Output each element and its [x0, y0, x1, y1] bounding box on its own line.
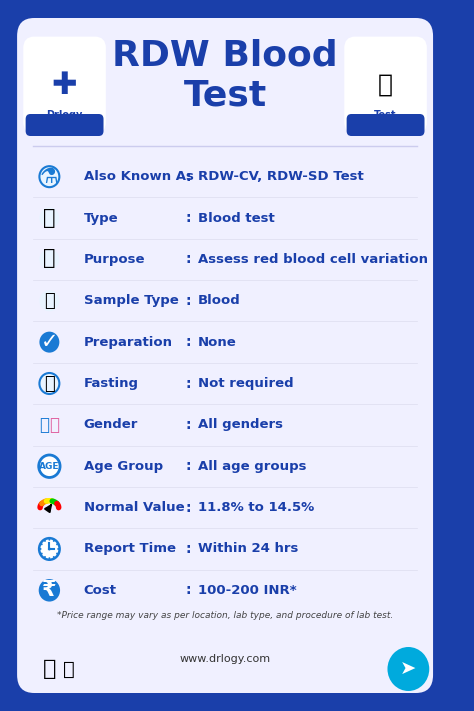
Circle shape	[56, 543, 58, 545]
Text: :: :	[185, 377, 191, 390]
Text: 🧪: 🧪	[378, 73, 393, 97]
Text: Assess red blood cell variation: Assess red blood cell variation	[198, 253, 428, 266]
Circle shape	[53, 540, 55, 542]
Text: Within 24 hrs: Within 24 hrs	[198, 542, 298, 555]
Text: AGE: AGE	[39, 461, 60, 471]
Text: ➤: ➤	[400, 660, 417, 678]
Text: Test: Test	[374, 110, 397, 120]
Text: www.drlogy.com: www.drlogy.com	[180, 654, 271, 664]
Text: Drlogy: Drlogy	[46, 110, 83, 120]
Circle shape	[53, 556, 55, 558]
Text: Gender: Gender	[83, 418, 138, 432]
Text: 100-200 INR*: 100-200 INR*	[198, 584, 296, 597]
Text: ⚗: ⚗	[40, 166, 59, 187]
Text: 🔍: 🔍	[43, 659, 56, 679]
Text: None: None	[198, 336, 236, 348]
Circle shape	[48, 547, 51, 550]
Text: 🧪: 🧪	[63, 660, 74, 678]
Text: 🧪: 🧪	[44, 292, 55, 310]
Circle shape	[39, 331, 59, 353]
Text: Normal Value: Normal Value	[83, 501, 184, 514]
Text: Purpose: Purpose	[83, 253, 145, 266]
Text: Fasting: Fasting	[83, 377, 138, 390]
Circle shape	[56, 552, 58, 555]
Circle shape	[39, 455, 60, 478]
FancyBboxPatch shape	[25, 38, 104, 132]
Circle shape	[387, 647, 429, 691]
Circle shape	[41, 552, 43, 555]
Text: Preparation: Preparation	[83, 336, 173, 348]
Circle shape	[39, 166, 59, 187]
Text: RDW Blood: RDW Blood	[112, 38, 338, 72]
Text: :: :	[185, 170, 191, 183]
Text: *Price range may vary as per location, lab type, and procedure of lab test.: *Price range may vary as per location, l…	[57, 611, 393, 621]
Text: Test: Test	[183, 78, 267, 112]
Circle shape	[39, 538, 60, 560]
Text: 🚫: 🚫	[44, 375, 55, 392]
Text: Sample Type: Sample Type	[83, 294, 178, 307]
Circle shape	[48, 557, 50, 560]
Text: Type: Type	[83, 212, 118, 225]
Text: ✚: ✚	[52, 70, 77, 100]
FancyBboxPatch shape	[17, 18, 433, 693]
Text: 🔬: 🔬	[43, 208, 55, 228]
Text: Blood: Blood	[198, 294, 240, 307]
Text: :: :	[185, 501, 191, 515]
Text: Blood test: Blood test	[198, 212, 274, 225]
FancyBboxPatch shape	[346, 38, 426, 132]
Text: Report Time: Report Time	[83, 542, 175, 555]
Circle shape	[48, 539, 50, 540]
Text: All age groups: All age groups	[198, 460, 306, 473]
FancyBboxPatch shape	[346, 114, 425, 136]
Text: :: :	[185, 211, 191, 225]
Circle shape	[44, 556, 46, 558]
Text: :: :	[185, 542, 191, 556]
Circle shape	[39, 579, 60, 602]
Text: :: :	[185, 252, 191, 267]
Circle shape	[47, 506, 51, 510]
Circle shape	[39, 208, 59, 228]
Text: 👤: 👤	[49, 416, 59, 434]
Circle shape	[39, 373, 59, 394]
Text: :: :	[185, 583, 191, 597]
Text: :: :	[185, 459, 191, 474]
Text: Also Known As: Also Known As	[83, 170, 193, 183]
Circle shape	[39, 290, 59, 311]
FancyBboxPatch shape	[26, 114, 103, 136]
Text: ✓: ✓	[41, 332, 58, 352]
Circle shape	[39, 249, 59, 270]
Circle shape	[44, 540, 46, 542]
Text: 💡: 💡	[43, 248, 55, 269]
Circle shape	[57, 548, 59, 550]
Text: RDW-CV, RDW-SD Test: RDW-CV, RDW-SD Test	[198, 170, 363, 183]
Circle shape	[41, 543, 43, 545]
Text: :: :	[185, 294, 191, 308]
Text: Age Group: Age Group	[83, 460, 163, 473]
Text: 11.8% to 14.5%: 11.8% to 14.5%	[198, 501, 314, 514]
Circle shape	[40, 548, 42, 550]
Text: :: :	[185, 418, 191, 432]
Text: All genders: All genders	[198, 418, 283, 432]
Text: Not required: Not required	[198, 377, 293, 390]
Text: :: :	[185, 335, 191, 349]
Text: Cost: Cost	[83, 584, 117, 597]
Text: ₹: ₹	[42, 580, 56, 600]
Text: 👤: 👤	[40, 416, 50, 434]
